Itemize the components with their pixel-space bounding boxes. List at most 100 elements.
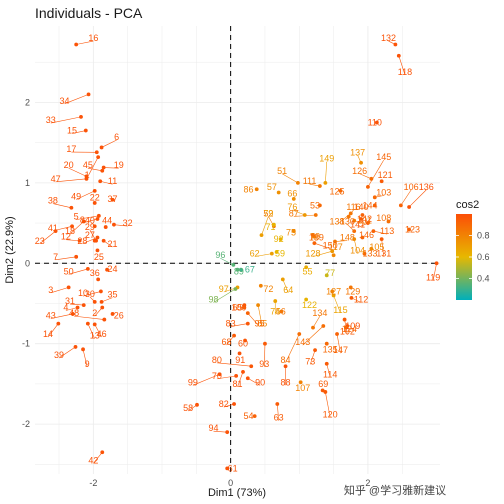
point-label: 83 <box>226 319 236 329</box>
point-label: 1 <box>85 170 90 180</box>
label-connector <box>72 130 86 134</box>
y-tick-label: -2 <box>22 419 30 429</box>
point-label: 64 <box>283 285 293 295</box>
label-connector <box>247 378 261 386</box>
point-label: 9 <box>85 359 90 369</box>
data-point <box>73 345 78 349</box>
data-point <box>245 376 250 381</box>
data-point <box>195 402 199 407</box>
label-connector <box>65 239 80 242</box>
data-point <box>96 213 101 218</box>
point-label: 31 <box>65 296 75 306</box>
data-point <box>94 238 98 243</box>
point-label: 53 <box>310 200 320 210</box>
point-label: 38 <box>48 196 58 206</box>
label-connector <box>263 343 266 367</box>
point-label: 57 <box>267 182 277 192</box>
point-label: 43 <box>46 311 56 321</box>
point-label: 87 <box>289 208 299 218</box>
reference-lines <box>35 26 440 474</box>
x-axis-label: Dim1 (73%) <box>208 487 266 499</box>
label-connector <box>76 215 99 220</box>
data-point <box>333 239 337 244</box>
legend-cos2: cos2 0.4 0.6 0.8 <box>456 199 490 300</box>
data-point <box>338 188 343 193</box>
data-point <box>95 217 100 221</box>
label-connector <box>39 230 56 244</box>
label-connector <box>277 404 279 421</box>
point-label: 108 <box>376 213 391 223</box>
point-label: 70 <box>212 371 222 381</box>
point-label: 50 <box>64 266 74 276</box>
label-connector <box>50 287 69 294</box>
data-point <box>249 364 254 369</box>
point-label: 105 <box>369 242 384 252</box>
point-label: 82 <box>219 399 229 409</box>
point-label: 19 <box>114 160 124 170</box>
label-connector <box>82 291 101 297</box>
data-point <box>86 92 91 97</box>
data-point <box>263 341 267 346</box>
data-point <box>110 312 115 316</box>
point-label: 141 <box>350 220 365 230</box>
data-point <box>274 250 279 254</box>
point-label: 66 <box>287 188 297 198</box>
data-point <box>81 219 86 224</box>
point-label: 114 <box>323 369 337 379</box>
point-label: 32 <box>123 218 133 228</box>
data-point <box>352 229 357 233</box>
point-label: 94 <box>208 423 218 433</box>
data-point <box>321 324 326 328</box>
point-label: 16 <box>88 33 98 43</box>
data-point <box>95 235 100 240</box>
y-tick-label: -1 <box>22 339 30 349</box>
data-point <box>320 388 325 393</box>
data-point <box>74 254 79 259</box>
label-connector <box>359 173 372 180</box>
point-label: 59 <box>275 249 285 259</box>
data-point <box>254 187 259 192</box>
data-point <box>81 347 85 352</box>
label-connector <box>101 139 117 148</box>
data-point <box>379 179 384 184</box>
label-connector <box>325 391 331 418</box>
point-label: 135 <box>323 344 338 354</box>
label-connector <box>314 242 331 249</box>
data-point <box>273 299 278 303</box>
data-point <box>105 267 109 272</box>
data-point <box>70 224 74 229</box>
point-label: 61 <box>228 463 238 473</box>
point-label: 4 <box>63 303 68 313</box>
data-point <box>396 53 401 58</box>
data-point <box>302 213 307 217</box>
point-label: 2 <box>92 308 97 318</box>
point-label: 5 <box>74 212 79 222</box>
point-label: 23 <box>35 236 45 246</box>
point-label: 133 <box>362 249 377 259</box>
legend-tick-label: 0.4 <box>477 274 490 284</box>
watermark: 知乎 @学习雅新建议 <box>344 483 446 497</box>
data-point <box>342 317 347 322</box>
point-label: 79 <box>263 208 273 218</box>
data-point <box>434 261 439 266</box>
point-label: 7 <box>53 252 58 262</box>
data-point <box>296 180 300 185</box>
label-connector <box>213 430 228 433</box>
point-label: 117 <box>328 242 342 252</box>
label-connector <box>216 362 252 367</box>
data-point <box>393 42 398 47</box>
label-connector <box>68 268 88 275</box>
data-point <box>379 237 384 242</box>
y-tick-label: 1 <box>25 178 30 188</box>
data-point <box>241 369 245 374</box>
x-tick-label: 2 <box>365 478 370 488</box>
data-point <box>312 241 317 246</box>
data-point <box>369 246 374 251</box>
legend-ticks: 0.4 0.6 0.8 <box>456 231 490 284</box>
point-label: 25 <box>94 252 104 262</box>
data-point <box>349 295 354 300</box>
x-axis-ticks: -2 0 2 <box>89 478 370 488</box>
plot-area: 1234567891011121314151617181920212223242… <box>35 26 440 474</box>
data-point <box>225 430 230 435</box>
point-label: 52 <box>263 208 273 218</box>
